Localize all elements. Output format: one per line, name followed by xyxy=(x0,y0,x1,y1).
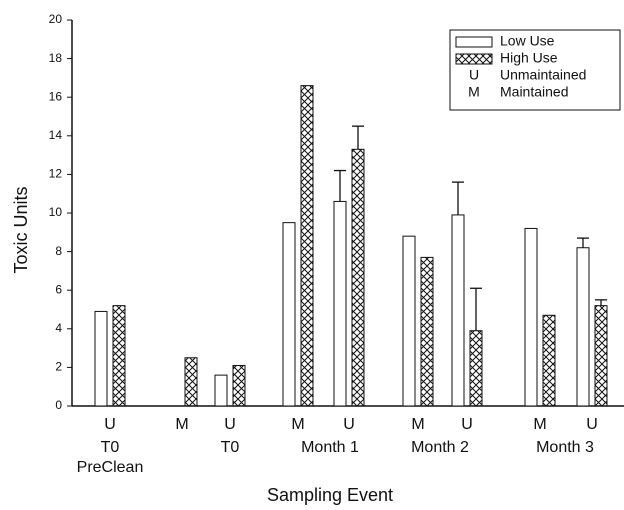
x-tick-label: M xyxy=(533,416,546,433)
legend-note: Maintained xyxy=(500,84,569,100)
group-label: Month 1 xyxy=(301,439,359,456)
legend-label: High Use xyxy=(500,50,558,66)
bar xyxy=(451,214,465,407)
y-tick-label: 0 xyxy=(55,398,62,412)
error-bar xyxy=(352,125,364,150)
legend-label: Low Use xyxy=(500,33,555,49)
error-bar xyxy=(452,181,464,215)
bar xyxy=(542,314,556,407)
y-tick-label: 10 xyxy=(49,205,63,219)
group-label: Month 2 xyxy=(411,439,469,456)
x-axis-title: Sampling Event xyxy=(267,485,393,505)
error-bar xyxy=(334,169,346,202)
y-tick-label: 6 xyxy=(55,282,62,296)
error-bar xyxy=(595,299,607,306)
x-tick-label: U xyxy=(343,416,355,433)
error-bar xyxy=(470,287,482,331)
y-tick-label: 14 xyxy=(49,128,63,142)
y-tick-label: 18 xyxy=(49,51,63,65)
y-tick-label: 4 xyxy=(55,321,62,335)
bar xyxy=(524,227,538,407)
legend-swatch xyxy=(455,53,493,65)
bar xyxy=(469,330,483,407)
y-tick-label: 16 xyxy=(49,89,63,103)
bar xyxy=(184,357,198,407)
group-label: T0 xyxy=(221,439,240,456)
bar xyxy=(402,235,416,407)
x-tick-label: U xyxy=(461,416,473,433)
bar xyxy=(112,305,126,407)
y-tick-label: 12 xyxy=(49,167,63,181)
legend-swatch xyxy=(455,36,493,48)
x-tick-label: M xyxy=(175,416,188,433)
bar xyxy=(282,222,296,407)
bar xyxy=(300,85,314,407)
group-label: Month 3 xyxy=(536,439,594,456)
bar xyxy=(214,374,228,407)
y-axis-title: Toxic Units xyxy=(11,186,31,273)
x-tick-label: M xyxy=(411,416,424,433)
x-tick-label: U xyxy=(586,416,598,433)
legend-code: M xyxy=(468,84,480,100)
y-tick-label: 20 xyxy=(49,12,63,26)
bar xyxy=(576,247,590,407)
group-label: T0 xyxy=(101,439,120,456)
bar xyxy=(351,148,365,407)
bar xyxy=(232,364,246,407)
x-tick-label: M xyxy=(291,416,304,433)
bar xyxy=(594,305,608,407)
legend-code: U xyxy=(469,67,479,83)
bar xyxy=(94,310,108,407)
bar xyxy=(420,256,434,407)
legend-note: Unmaintained xyxy=(500,67,586,83)
y-tick-label: 2 xyxy=(55,360,62,374)
x-tick-label: U xyxy=(224,416,236,433)
bar xyxy=(333,200,347,407)
error-bar xyxy=(577,237,589,248)
x-tick-label: U xyxy=(104,416,116,433)
group-label: PreClean xyxy=(77,459,144,476)
y-tick-label: 8 xyxy=(55,244,62,258)
